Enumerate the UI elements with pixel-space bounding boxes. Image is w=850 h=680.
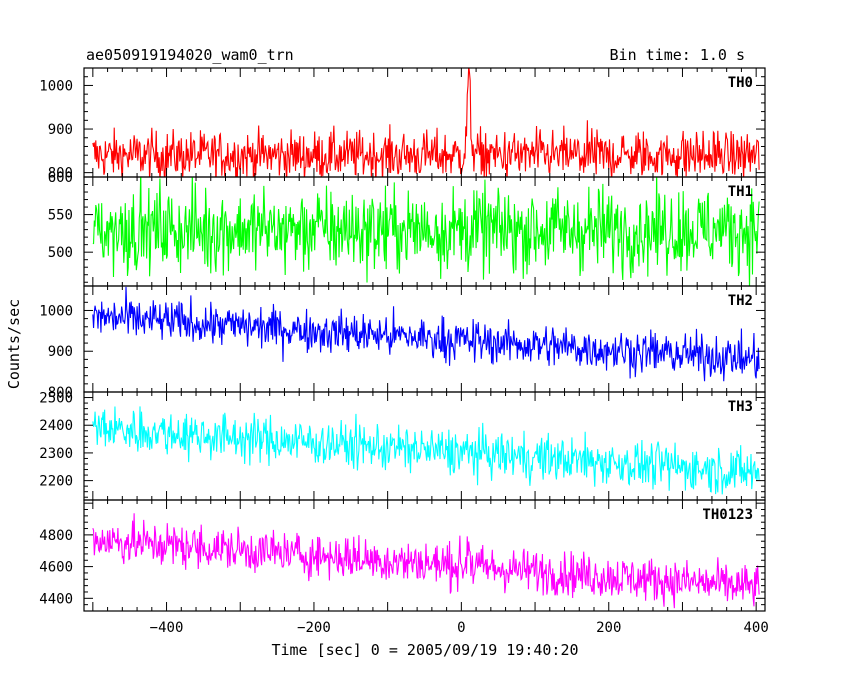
x-tick-label: 400 (744, 620, 769, 636)
series-line-th1 (92, 177, 760, 286)
x-tick-label: 200 (596, 620, 621, 636)
y-tick-label: 1000 (39, 303, 73, 319)
panel-frame (83, 499, 766, 612)
y-tick-label: 800 (48, 166, 73, 182)
panel-group: 800 900 1000 TH0 500 550 600 TH1 800 900 1000 TH2 22… (39, 67, 766, 612)
panel-th1: 500 550 600 TH1 (48, 170, 766, 287)
panel-th2: 800 900 1000 TH2 (39, 285, 766, 401)
y-tick-label: 550 (48, 208, 73, 224)
y-tick-label: 800 (48, 385, 73, 401)
y-tick-label: 500 (48, 245, 73, 261)
y-tick-label: 900 (48, 344, 73, 360)
y-tick-label: 4400 (39, 591, 73, 607)
x-tick-label: −400 (150, 620, 184, 636)
y-tick-label: 2500 (39, 391, 73, 407)
y-tick-label: 600 (48, 170, 73, 186)
y-tick-label: 1000 (39, 78, 73, 94)
x-tick-label: −200 (297, 620, 331, 636)
y-tick-label: 2300 (39, 446, 73, 462)
chart-title: ae050919194020_wam0_trn (86, 46, 294, 64)
y-axis-label: Counts/sec (5, 299, 23, 389)
panel-label: TH3 (728, 399, 753, 415)
bin-time-label: Bin time: 1.0 s (610, 46, 745, 64)
series-line-th0 (92, 68, 760, 177)
panel-label: TH0123 (702, 507, 753, 523)
series-line-th0123 (92, 513, 760, 609)
y-tick-label: 4600 (39, 560, 73, 576)
panel-label: TH0 (728, 75, 753, 91)
x-axis: −400 −200 0 200 400 (150, 620, 769, 636)
y-tick-label: 900 (48, 122, 73, 138)
series-line-th2 (92, 286, 760, 382)
panel-th3: 2200 2300 2400 2500 TH3 (39, 391, 766, 501)
panel-label: TH2 (728, 293, 753, 309)
y-tick-label: 4800 (39, 528, 73, 544)
series-line-th3 (92, 406, 760, 495)
y-tick-label: 2400 (39, 418, 73, 434)
x-axis-label: Time [sec] 0 = 2005/09/19 19:40:20 (271, 641, 578, 659)
x-tick-label: 0 (457, 620, 465, 636)
panel-label: TH1 (728, 184, 753, 200)
panel-th0: 800 900 1000 TH0 (39, 67, 766, 182)
y-tick-label: 2200 (39, 474, 73, 490)
panel-th0123: 4400 4600 4800 TH0123 (39, 499, 766, 612)
